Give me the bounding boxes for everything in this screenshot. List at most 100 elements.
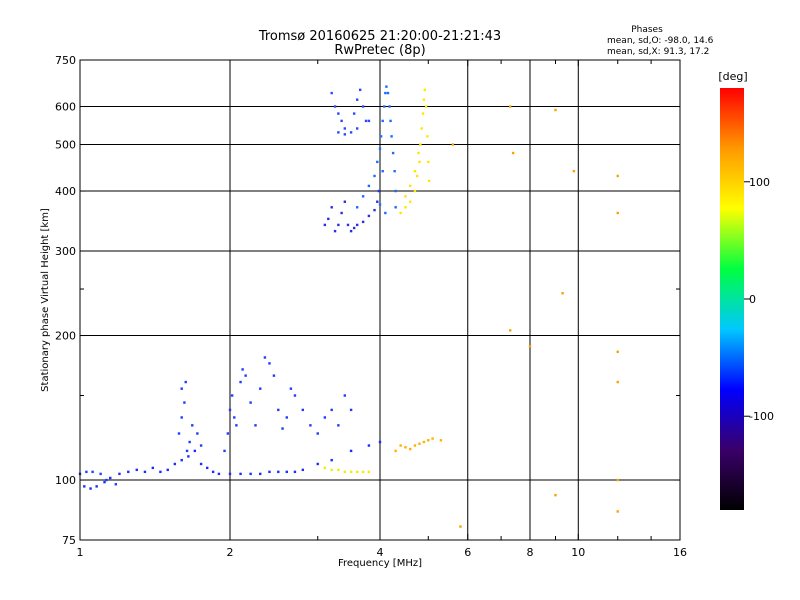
y-tick-label: 400 [55,185,76,198]
data-point [180,387,183,390]
data-point [330,91,333,95]
data-point [349,470,353,474]
data-point [249,401,252,404]
colorbar-tick-label: 100 [749,176,770,189]
data-point [330,408,333,412]
data-point [196,432,199,435]
data-point [383,105,386,108]
data-point [364,119,368,123]
data-point [323,223,327,227]
data-point [143,470,147,474]
data-point [263,356,267,359]
data-point [384,91,387,95]
data-point [343,394,347,397]
chart-title: Tromsø 20160625 21:20:00-21:21:43 [258,29,501,44]
data-point [89,487,92,490]
data-point [361,220,365,224]
data-point [616,174,619,178]
data-point [184,380,187,384]
data-point [346,223,350,227]
data-point [417,151,420,155]
colorbar-gradient [720,88,744,510]
data-point [241,368,244,371]
data-point [373,208,376,212]
data-point [188,440,191,444]
data-point [361,105,365,108]
data-point [373,174,376,178]
y-tick-label: 300 [55,245,76,258]
data-point [361,195,365,198]
data-point [377,189,381,193]
data-point [193,449,197,453]
data-point [337,131,340,134]
data-point [426,135,429,138]
data-point [91,470,94,474]
y-tick-label: 200 [55,330,76,343]
data-point [254,424,257,427]
data-point [316,432,319,435]
data-point [239,380,242,384]
data-point [114,483,118,486]
colorbar-label: [deg] [718,70,747,83]
data-point [349,131,353,134]
x-tick-label: 2 [227,546,234,559]
data-point [293,470,297,474]
data-point [355,206,359,209]
data-point [272,374,276,377]
data-point [361,470,365,474]
data-point [616,478,619,482]
data-point [427,439,430,442]
phase-stats-line-o: mean, sd,O: -98.0, 14.6 [607,36,714,46]
y-axis-ticks: 75 100 200 300 400 500 600 750 [55,54,680,547]
data-point [451,143,455,146]
data-point [355,127,359,130]
y-axis-label: Stationary phase Virtual Height [km] [40,208,51,392]
data-point [177,432,181,435]
data-point [135,468,138,472]
data-point [205,466,209,470]
data-point [358,88,362,92]
data-point [418,442,421,445]
data-point [109,476,112,480]
data-point [83,485,86,488]
data-point [230,394,234,397]
data-point [378,147,382,150]
data-point [323,466,327,470]
colorbar-ticks: 100 0 -100 [744,176,774,423]
data-point [422,98,426,101]
data-point [337,223,340,227]
data-point [99,472,102,476]
data-point [431,437,434,440]
data-point [421,112,425,115]
data-point [352,226,356,230]
data-point [85,470,88,474]
data-point [424,105,428,108]
data-point [105,478,108,482]
data-point [340,119,343,123]
data-point [378,440,382,444]
data-point [118,472,121,476]
data-point [409,447,412,451]
grid [79,59,681,541]
data-point [409,184,412,188]
colorbar-tick-label: 0 [749,293,756,306]
data-point [199,462,203,466]
data-point [389,119,392,123]
x-tick-label: 6 [464,546,471,559]
data-point [381,119,384,123]
data-point [235,424,238,427]
data-point [259,387,262,390]
data-point [394,449,397,453]
data-point [386,91,390,95]
data-point [239,472,242,476]
data-point [376,200,379,203]
data-point [277,408,280,412]
data-point [427,179,431,183]
data-point [394,206,397,209]
data-point [343,200,347,203]
data-point [616,380,619,384]
data-point [349,408,353,412]
colorbar: [deg] 100 0 -100 [718,70,774,510]
data-point [323,416,327,419]
